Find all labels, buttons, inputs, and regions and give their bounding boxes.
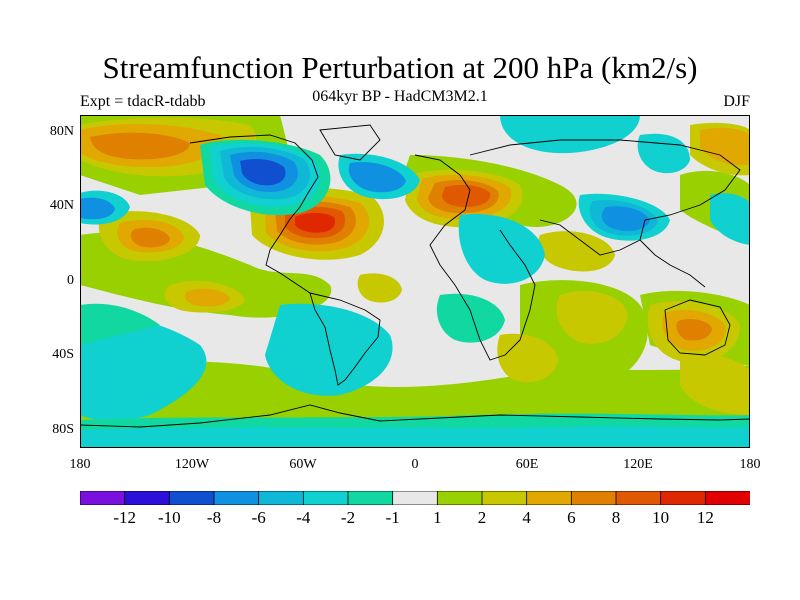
colorbar-tick-label: 2	[477, 508, 487, 527]
map-plot-area	[80, 115, 750, 448]
x-tick-label: 180	[739, 457, 761, 472]
coastline-antarctica	[80, 404, 750, 428]
contour-band	[348, 161, 406, 193]
coastline-southeast-asia	[639, 239, 706, 288]
x-tick-label: 180	[69, 457, 91, 472]
colorbar-swatch	[168, 490, 215, 506]
contour-band	[295, 212, 336, 233]
contour-band	[458, 214, 545, 284]
contour-band	[601, 206, 650, 231]
contour-band	[500, 115, 640, 154]
colorbar-swatch	[392, 490, 439, 506]
colorbar-swatch	[570, 490, 617, 506]
contour-band	[676, 318, 712, 341]
colorbar-swatch	[124, 490, 171, 506]
coastlines	[80, 124, 750, 428]
y-tick-label: 0	[67, 273, 74, 288]
colorbar-swatch	[660, 490, 707, 506]
colorbar-tick-label: -10	[157, 508, 181, 527]
experiment-label: Expt = tdacR-tdabb	[80, 93, 206, 110]
contour-band	[442, 185, 491, 207]
contour-band	[680, 353, 750, 415]
colorbar-swatch	[436, 490, 483, 506]
colorbar-tick-label: -2	[340, 508, 356, 527]
contour-band	[497, 333, 558, 383]
contour-band	[357, 273, 402, 303]
contour-band	[637, 133, 690, 174]
contour-band	[80, 314, 207, 421]
y-tick-label: 40S	[52, 347, 74, 362]
x-tick-label: 60E	[515, 457, 539, 472]
x-tick-label: 120W	[174, 457, 210, 472]
colorbar-swatch	[302, 490, 349, 506]
colorbar-swatch	[213, 490, 260, 506]
colorbar-tick-label: 1	[433, 508, 442, 527]
colorbar-swatch	[615, 490, 662, 506]
colorbar-swatch	[526, 490, 573, 506]
colorbar-svg	[79, 490, 751, 506]
coastline-north-america	[189, 134, 319, 294]
coastline-australia	[664, 299, 731, 356]
colorbar-swatch	[258, 490, 305, 506]
contour-band	[130, 227, 170, 248]
colorbar-tick-label: 12	[696, 508, 714, 527]
chart-title: Streamfunction Perturbation at 200 hPa (…	[102, 50, 698, 85]
contour-band	[700, 127, 750, 166]
contour-band	[556, 291, 628, 344]
map-frame	[80, 115, 750, 448]
season-label: DJF	[723, 93, 750, 110]
contour-band	[90, 132, 190, 160]
coastline-asia	[469, 139, 741, 256]
colorbar-tick-label: -1	[385, 508, 400, 527]
contour-band	[80, 303, 160, 345]
colorbar-tick-label: 6	[567, 508, 576, 527]
contour-band	[265, 303, 393, 396]
contour-band	[240, 159, 286, 186]
contour-band	[184, 288, 230, 307]
colorbar-swatch	[79, 490, 126, 506]
contour-band	[436, 293, 505, 343]
coastline-europe-africa	[414, 154, 536, 361]
coastline-greenland	[319, 124, 381, 161]
y-tick-label: 80S	[52, 422, 74, 437]
x-tick-label: 60W	[289, 457, 317, 472]
colorbar-tick-label: -4	[296, 508, 311, 527]
colorbar-tick-label: 4	[522, 508, 531, 527]
y-tick-label: 80N	[49, 124, 74, 139]
colorbar-tick-label: -6	[251, 508, 266, 527]
colorbar-tick-label: -8	[206, 508, 222, 527]
contour-band	[538, 231, 615, 272]
contour-band	[710, 193, 750, 245]
map-svg	[80, 115, 750, 448]
colorbar-tick-label: 10	[652, 508, 670, 527]
contour-band	[80, 197, 115, 220]
colorbar-swatch	[704, 490, 751, 506]
colorbar-tick-label: -12	[113, 508, 136, 527]
chart-subtitle: 064kyr BP - HadCM3M2.1	[312, 88, 488, 105]
contour-band	[80, 426, 750, 448]
colorbar-swatch	[347, 490, 394, 506]
colorbar-swatch	[481, 490, 528, 506]
coastline-south-america	[309, 292, 381, 386]
colorbar	[79, 490, 751, 506]
x-tick-label: 0	[411, 457, 419, 472]
colorbar-tick-label: 8	[611, 508, 621, 527]
y-tick-label: 40N	[49, 198, 74, 213]
x-tick-label: 120E	[623, 457, 653, 472]
